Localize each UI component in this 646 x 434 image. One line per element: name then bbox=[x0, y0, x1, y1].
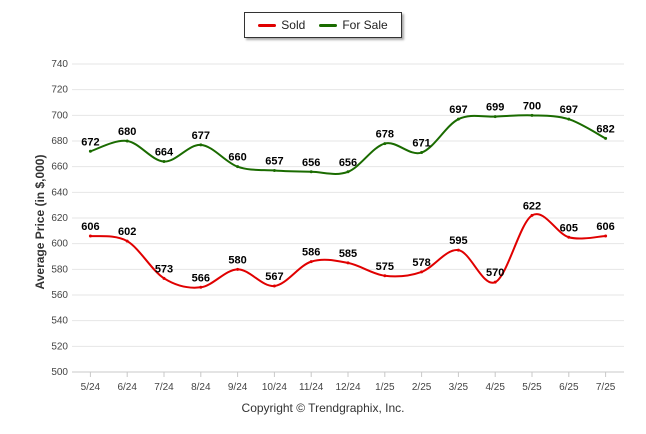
data-point-sold bbox=[88, 234, 92, 238]
data-point-for-sale bbox=[162, 160, 166, 164]
data-label-sold: 570 bbox=[486, 267, 504, 279]
data-point-for-sale bbox=[530, 113, 534, 117]
x-tick-label: 10/24 bbox=[262, 382, 287, 393]
data-label-sold: 580 bbox=[228, 254, 246, 266]
y-tick-label: 520 bbox=[51, 341, 68, 352]
data-point-for-sale bbox=[272, 169, 276, 173]
x-tick-label: 8/24 bbox=[191, 382, 211, 393]
data-point-for-sale bbox=[493, 115, 497, 119]
data-point-sold bbox=[456, 248, 460, 252]
data-label-for-sale: 660 bbox=[228, 152, 246, 164]
data-point-sold bbox=[272, 284, 276, 288]
data-point-for-sale bbox=[236, 165, 240, 169]
y-axis-label: Average Price (in $,000) bbox=[33, 154, 47, 290]
data-point-sold bbox=[236, 267, 240, 271]
data-point-sold bbox=[383, 274, 387, 278]
data-label-for-sale: 677 bbox=[192, 130, 210, 142]
data-point-for-sale bbox=[346, 170, 350, 174]
legend-item-sold[interactable]: Sold bbox=[258, 18, 305, 32]
y-tick-label: 580 bbox=[51, 264, 68, 275]
y-tick-label: 600 bbox=[51, 239, 68, 250]
data-point-sold bbox=[604, 234, 608, 238]
x-tick-label: 6/25 bbox=[559, 382, 579, 393]
data-label-for-sale: 672 bbox=[81, 136, 99, 148]
data-point-for-sale bbox=[309, 170, 313, 174]
data-label-sold: 575 bbox=[376, 261, 394, 273]
data-point-sold bbox=[567, 235, 571, 239]
data-point-sold bbox=[493, 280, 497, 284]
data-label-sold: 566 bbox=[192, 272, 210, 284]
data-point-sold bbox=[309, 260, 313, 264]
data-label-sold: 595 bbox=[449, 235, 467, 247]
data-point-sold bbox=[530, 213, 534, 217]
data-label-for-sale: 656 bbox=[302, 157, 320, 169]
x-tick-label: 12/24 bbox=[335, 382, 360, 393]
data-point-for-sale bbox=[420, 151, 424, 155]
data-point-sold bbox=[162, 276, 166, 280]
legend-item-for-sale[interactable]: For Sale bbox=[319, 18, 388, 32]
x-tick-label: 5/24 bbox=[81, 382, 101, 393]
x-tick-label: 7/25 bbox=[596, 382, 616, 393]
data-label-for-sale: 700 bbox=[523, 100, 541, 112]
data-label-sold: 606 bbox=[81, 221, 99, 233]
x-tick-label: 3/25 bbox=[449, 382, 469, 393]
data-label-for-sale: 657 bbox=[265, 156, 283, 168]
y-tick-label: 660 bbox=[51, 162, 68, 173]
x-tick-label: 11/24 bbox=[299, 382, 324, 393]
x-tick-label: 1/25 bbox=[375, 382, 395, 393]
x-tick-label: 2/25 bbox=[412, 382, 432, 393]
data-label-sold: 586 bbox=[302, 247, 320, 259]
y-tick-label: 640 bbox=[51, 187, 68, 198]
data-point-for-sale bbox=[199, 143, 203, 147]
data-label-sold: 602 bbox=[118, 226, 136, 238]
data-label-sold: 606 bbox=[596, 221, 614, 233]
data-label-for-sale: 671 bbox=[412, 138, 430, 150]
data-label-for-sale: 682 bbox=[596, 123, 614, 135]
legend: Sold For Sale bbox=[244, 12, 402, 38]
copyright-text: Copyright © Trendgraphix, Inc. bbox=[241, 401, 405, 415]
y-tick-label: 500 bbox=[51, 367, 68, 378]
y-tick-label: 560 bbox=[51, 290, 68, 301]
data-label-for-sale: 678 bbox=[376, 129, 394, 141]
data-label-sold: 622 bbox=[523, 200, 541, 212]
data-point-sold bbox=[346, 261, 350, 265]
data-label-for-sale: 699 bbox=[486, 102, 504, 114]
data-point-for-sale bbox=[567, 117, 571, 121]
y-tick-label: 740 bbox=[51, 59, 68, 70]
legend-swatch-sold bbox=[258, 23, 277, 27]
data-point-sold bbox=[125, 239, 129, 243]
data-label-sold: 567 bbox=[265, 271, 283, 283]
data-label-sold: 573 bbox=[155, 263, 173, 275]
data-point-for-sale bbox=[125, 139, 129, 143]
y-tick-label: 700 bbox=[51, 110, 68, 121]
y-tick-label: 540 bbox=[51, 316, 68, 327]
data-label-for-sale: 656 bbox=[339, 157, 357, 169]
legend-swatch-for-sale bbox=[319, 23, 338, 27]
y-tick-label: 720 bbox=[51, 85, 68, 96]
x-tick-label: 4/25 bbox=[485, 382, 505, 393]
data-point-for-sale bbox=[383, 142, 387, 146]
data-label-sold: 585 bbox=[339, 248, 357, 260]
y-tick-label: 620 bbox=[51, 213, 68, 224]
data-point-for-sale bbox=[88, 149, 92, 153]
data-point-for-sale bbox=[604, 136, 608, 140]
x-tick-label: 5/25 bbox=[522, 382, 542, 393]
y-tick-label: 680 bbox=[51, 136, 68, 147]
legend-label-for-sale: For Sale bbox=[342, 18, 388, 32]
data-label-for-sale: 697 bbox=[560, 104, 578, 116]
data-point-for-sale bbox=[456, 117, 460, 121]
data-label-sold: 578 bbox=[412, 257, 430, 269]
data-label-sold: 605 bbox=[560, 222, 578, 234]
data-label-for-sale: 680 bbox=[118, 126, 136, 138]
data-point-sold bbox=[420, 270, 424, 274]
data-point-sold bbox=[199, 285, 203, 289]
x-tick-label: 6/24 bbox=[117, 382, 137, 393]
data-label-for-sale: 697 bbox=[449, 104, 467, 116]
x-tick-label: 9/24 bbox=[228, 382, 248, 393]
series-line-sold bbox=[90, 213, 606, 289]
legend-label-sold: Sold bbox=[281, 18, 306, 32]
data-label-for-sale: 664 bbox=[155, 147, 174, 159]
x-tick-label: 7/24 bbox=[154, 382, 174, 393]
